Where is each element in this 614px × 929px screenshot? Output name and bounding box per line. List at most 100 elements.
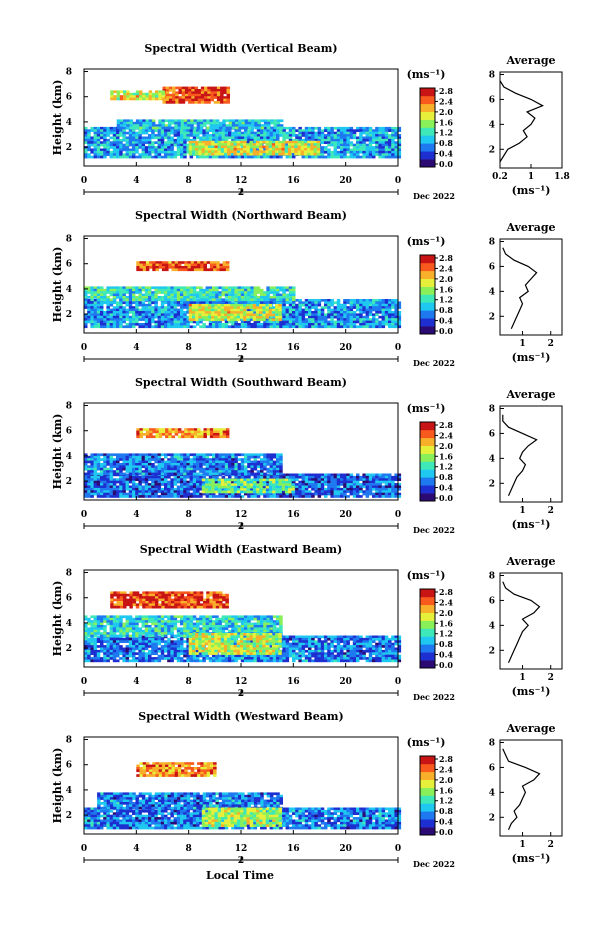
heatmap-cell (343, 141, 347, 144)
heatmap-cell (288, 313, 293, 317)
heatmap-cell (273, 124, 277, 127)
date-label: Dec 2022 (413, 191, 455, 201)
heatmap-cell (217, 304, 221, 307)
heatmap-cell (200, 96, 205, 99)
heatmap-cell (164, 325, 168, 329)
heatmap-cell (311, 492, 315, 496)
heatmap-cell (84, 134, 88, 137)
heatmap-cell (213, 86, 218, 90)
heatmap-cell (190, 124, 194, 127)
heatmap-cell (263, 475, 267, 479)
heatmap-cell (87, 313, 91, 317)
heatmap-cell (352, 301, 357, 305)
heatmap-cell (103, 298, 107, 302)
heatmap-cell (180, 478, 184, 481)
heatmap-cell (180, 453, 184, 457)
heatmap-cell (180, 126, 185, 130)
heatmap-cell (253, 301, 258, 305)
heatmap-cell (247, 495, 251, 498)
heatmap-cell (125, 138, 130, 142)
heatmap-cell (180, 458, 184, 461)
heatmap-cell (132, 131, 136, 135)
heatmap-cell (391, 299, 395, 302)
heatmap-cell (167, 325, 171, 329)
heatmap-cell (223, 145, 228, 149)
heatmap-cell (103, 453, 107, 457)
heatmap-cell (368, 136, 373, 140)
heatmap-cell (145, 263, 150, 267)
heatmap-cell (192, 136, 197, 140)
heatmap-cell (176, 478, 181, 481)
heatmap-cell (128, 460, 133, 464)
heatmap-cell (128, 490, 133, 493)
heatmap-cell (96, 126, 101, 130)
heatmap-cell (170, 296, 174, 299)
heatmap-cell (164, 315, 168, 319)
heatmap-cell (192, 487, 197, 491)
heatmap-cell (356, 313, 360, 317)
heatmap-cell (148, 303, 152, 307)
heatmap-cell (336, 299, 341, 302)
heatmap-cell (394, 495, 398, 498)
heatmap-cell (259, 304, 263, 307)
heatmap-cell (215, 455, 219, 459)
heatmap-cell (198, 318, 202, 322)
heatmap-cell (191, 101, 195, 104)
heatmap-cell (298, 301, 302, 305)
heatmap-cell (199, 298, 203, 302)
heatmap-cell (170, 453, 174, 457)
heatmap-cell (171, 263, 175, 267)
heatmap-cell (196, 134, 200, 137)
heatmap-cell (349, 141, 354, 144)
heatmap-cell (165, 261, 169, 264)
heatmap-cell (346, 301, 350, 305)
heatmap-cell (106, 296, 110, 299)
heatmap-cell (292, 126, 296, 130)
heatmap-cell (307, 145, 311, 149)
heatmap-cell (96, 315, 101, 319)
heatmap-cell (157, 129, 162, 132)
heatmap-cell (187, 124, 191, 127)
heatmap-cell (132, 485, 136, 489)
heatmap-cell (84, 301, 88, 305)
heatmap-cell (244, 119, 249, 123)
heatmap-cell (174, 261, 179, 264)
heatmap-cell (148, 136, 152, 140)
heatmap-cell (183, 146, 187, 149)
heatmap-cell (340, 320, 344, 324)
y-tick-label: 6 (66, 260, 72, 270)
heatmap-cell (327, 313, 331, 317)
heatmap-cell (100, 288, 104, 292)
heatmap-cell (240, 134, 245, 137)
heatmap-cell (308, 478, 312, 481)
heatmap-cell (247, 301, 251, 305)
heatmap-cell (265, 145, 269, 149)
heatmap-cell (96, 131, 101, 135)
heatmap-cell (197, 268, 201, 272)
heatmap-cell (247, 458, 251, 461)
heatmap-cell (125, 136, 130, 140)
heatmap-cell (269, 129, 274, 132)
heatmap-cell (142, 97, 146, 101)
heatmap-cell (180, 301, 184, 305)
heatmap-cell (221, 495, 226, 498)
heatmap-cell (186, 150, 190, 154)
heatmap-cell (388, 478, 392, 481)
heatmap-cell (132, 495, 136, 498)
heatmap-cell (122, 455, 126, 459)
heatmap-cell (204, 148, 209, 151)
heatmap-cell (313, 140, 317, 144)
heatmap-cell (170, 483, 174, 486)
heatmap-cell (141, 490, 146, 493)
heatmap-cell (239, 148, 244, 151)
heatmap-cell (180, 460, 184, 464)
heatmap-cell (144, 323, 149, 326)
heatmap-cell (301, 155, 306, 159)
heatmap-cell (167, 465, 171, 469)
heatmap-cell (93, 492, 98, 496)
heatmap-cell (237, 495, 242, 498)
y-tick-label: 4 (66, 285, 72, 295)
heatmap-cell (93, 131, 98, 135)
heatmap-cell (269, 492, 274, 496)
heatmap-cell (202, 296, 206, 299)
